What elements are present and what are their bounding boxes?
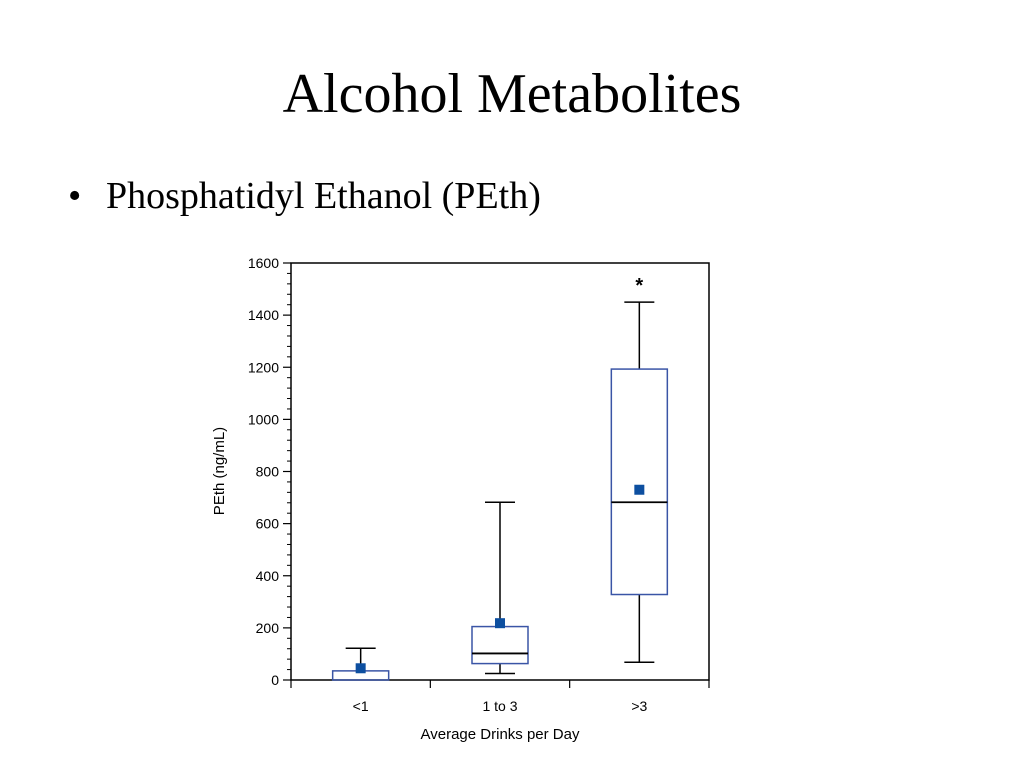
iqr-box <box>610 368 669 596</box>
slide-title: Alcohol Metabolites <box>282 63 742 125</box>
x-tick-label: >3 <box>631 698 647 714</box>
peth-boxplot-chart: 0 200 400 600 800 1000 1200 1400 1600 <1 1 to 3 >3… <box>211 255 710 743</box>
bullet-text: Phosphatidyl Ethanol (PEth) <box>106 175 541 217</box>
x-axis-label: Average Drinks per Day <box>421 726 580 743</box>
y-tick-label: 1400 <box>248 307 279 323</box>
y-tick-label: 800 <box>256 464 280 480</box>
x-tick-label: 1 to 3 <box>482 698 517 714</box>
y-tick-label: 600 <box>256 516 280 532</box>
significance-annotation: * <box>635 275 643 297</box>
mean-marker <box>634 484 645 495</box>
mean-marker <box>495 618 505 629</box>
bullet-symbol: • <box>68 175 82 217</box>
iqr-box <box>471 625 529 665</box>
x-tick-label: <1 <box>353 698 369 714</box>
y-axis: 0 200 400 600 800 1000 1200 1400 1600 <box>248 255 710 688</box>
x-axis: <1 1 to 3 >3 <box>290 680 710 714</box>
y-tick-label: 1000 <box>248 411 279 427</box>
y-tick-label: 400 <box>256 568 280 584</box>
mean-marker <box>355 663 366 674</box>
y-axis-label: PEth (ng/mL) <box>211 427 228 515</box>
y-tick-label: 0 <box>271 672 279 688</box>
plot-marks: * <box>331 275 669 681</box>
bullet-item: • Phosphatidyl Ethanol (PEth) <box>68 174 541 218</box>
y-tick-label: 200 <box>256 620 280 636</box>
y-tick-label: 1200 <box>248 359 279 375</box>
y-tick-label: 1600 <box>248 255 279 271</box>
